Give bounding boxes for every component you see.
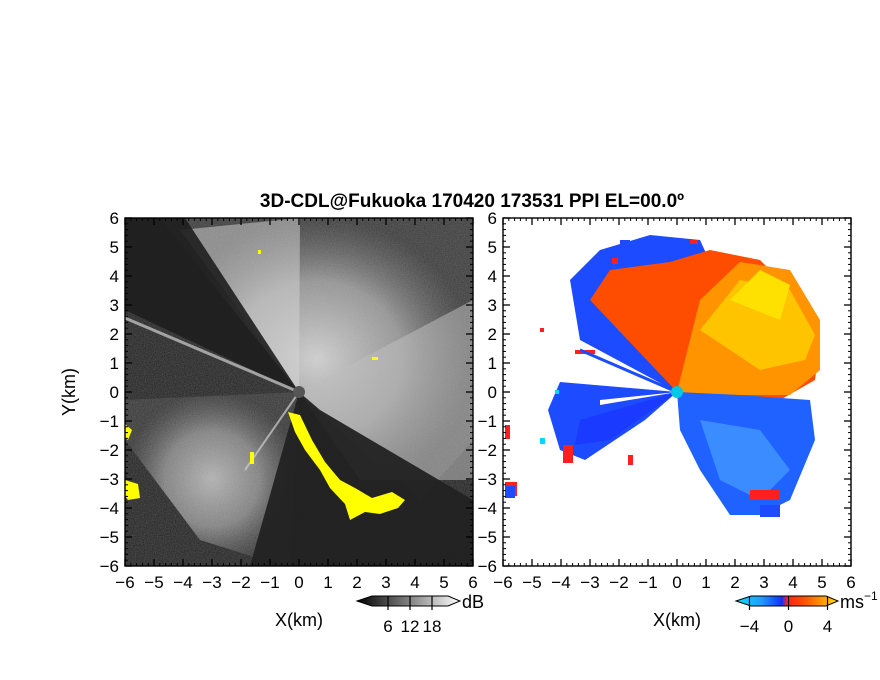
x-tick-label: 4 [788,573,797,592]
doppler-panel: −6 −5 −4 −3 −2 −1 0 1 2 3 4 5 6 −6 −5 −4 −3 −2 −1 0 1 2 3 4 5 6 X… [478,209,856,630]
y-tick-label: 4 [110,267,119,286]
x-tick-label: −1 [638,573,657,592]
y-tick-label: 4 [488,267,497,286]
colorbar-tick-label: 18 [423,617,442,636]
y-tick-label: −6 [100,557,119,576]
y-tick-label: 3 [488,296,497,315]
x-tick-label: −5 [144,573,163,592]
y-tick-label: −3 [100,470,119,489]
x-tick-label: −2 [609,573,628,592]
x-tick-label: −2 [231,573,250,592]
y-tick-label: 1 [488,354,497,373]
snr-colorbar-unit: dB [462,592,484,612]
y-tick-label: −5 [100,528,119,547]
y-tick-label: 2 [488,325,497,344]
x-tick-label: 6 [846,573,855,592]
x-tick-label: 4 [410,573,419,592]
y-tick-label: 6 [110,209,119,228]
colorbar-tick-label: 0 [784,617,793,636]
y-tick-label: −4 [478,499,497,518]
x-tick-label: 0 [672,573,681,592]
x-tick-label: 6 [468,573,477,592]
y-tick-label: 1 [110,354,119,373]
snr-y-axis-label: Y(km) [59,368,79,416]
x-tick-label: 1 [701,573,710,592]
doppler-x-axis-label: X(km) [653,610,701,630]
chart-title: 3D-CDL@Fukuoka 170420 173531 PPI EL=00.0… [260,191,684,212]
x-tick-label: −6 [115,573,134,592]
x-tick-label: −1 [260,573,279,592]
y-tick-label: −3 [478,470,497,489]
snr-axis-ticks: −6 −5 −4 −3 −2 −1 0 1 2 3 4 5 6 −6 −5 −4 −3 −2 −1 0 1 2 3 4 5 6 [100,209,478,592]
x-tick-label: −3 [202,573,221,592]
colorbar-tick-label: 6 [383,617,392,636]
doppler-axis-ticks: −6 −5 −4 −3 −2 −1 0 1 2 3 4 5 6 −6 −5 −4 −3 −2 −1 0 1 2 3 4 5 6 [478,209,856,592]
x-tick-label: −6 [493,573,512,592]
y-tick-label: −4 [100,499,119,518]
doppler-image [503,218,851,566]
snr-panel: −6 −5 −4 −3 −2 −1 0 1 2 3 4 5 6 −6 −5 −4 −3 −2 −1 0 1 2 3 4 5 6 X… [59,209,478,630]
x-tick-label: 1 [323,573,332,592]
y-tick-label: −6 [478,557,497,576]
x-tick-label: −4 [551,573,570,592]
y-tick-label: 3 [110,296,119,315]
x-tick-label: 2 [730,573,739,592]
y-tick-label: 5 [488,238,497,257]
snr-image [125,218,473,566]
snr-x-axis-label: X(km) [275,610,323,630]
x-tick-label: −3 [580,573,599,592]
y-tick-label: 5 [110,238,119,257]
y-tick-label: −1 [478,412,497,431]
colorbar-tick-label: 4 [823,617,832,636]
x-tick-label: 5 [439,573,448,592]
snr-colorbar: 6 12 18 dB [355,592,484,636]
x-tick-label: 3 [759,573,768,592]
x-tick-label: 3 [381,573,390,592]
doppler-colorbar-unit-exponent: −1 [864,589,878,603]
doppler-colorbar-unit: ms−1 [840,589,878,612]
x-tick-label: −5 [522,573,541,592]
y-tick-label: −2 [478,441,497,460]
doppler-colorbar: −4 0 4 ms−1 [734,589,878,636]
y-tick-label: −5 [478,528,497,547]
x-tick-label: −4 [173,573,192,592]
y-tick-label: 6 [488,209,497,228]
y-tick-label: −1 [100,412,119,431]
y-tick-label: 0 [488,383,497,402]
x-tick-label: 5 [817,573,826,592]
x-tick-label: 2 [352,573,361,592]
colorbar-tick-label: −4 [740,617,759,636]
colorbar-tick-label: 12 [401,617,420,636]
doppler-colorbar-ticks: −4 0 4 [740,596,832,636]
snr-colorbar-ticks: 6 12 18 [383,596,441,636]
y-tick-label: 0 [110,383,119,402]
x-tick-label: 0 [294,573,303,592]
y-tick-label: 2 [110,325,119,344]
y-tick-label: −2 [100,441,119,460]
